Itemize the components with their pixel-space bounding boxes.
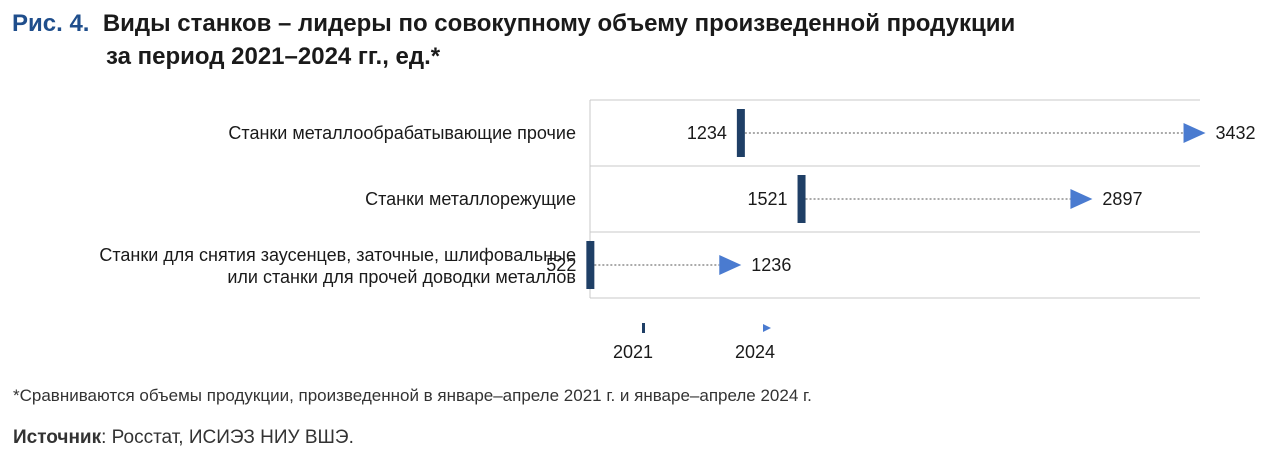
value-label-2024: 2897 bbox=[1102, 189, 1142, 209]
category-label: Станки для снятия заусенцев, заточные, ш… bbox=[99, 245, 576, 287]
marker-2021 bbox=[586, 241, 595, 289]
dumbbell-chart: Станки металлообрабатывающие прочие 1234 3… bbox=[99, 99, 1256, 362]
legend-label-2021: 2021 bbox=[613, 342, 653, 362]
marker-2021 bbox=[736, 109, 745, 157]
chart-title: Рис. 4. Виды станков – лидеры по совокуп… bbox=[12, 7, 1015, 73]
marker-2021 bbox=[797, 175, 806, 223]
legend-marker-2024 bbox=[763, 324, 771, 332]
marker-2024 bbox=[1183, 123, 1206, 143]
value-label-2021: 1521 bbox=[747, 189, 787, 209]
legend-label-2024: 2024 bbox=[735, 342, 775, 362]
category-label: Станки металлорежущие bbox=[365, 189, 576, 209]
marker-2024 bbox=[1070, 189, 1093, 209]
title-line-1: Виды станков – лидеры по совокупному объ… bbox=[102, 10, 1016, 37]
category-label: Станки металлообрабатывающие прочие bbox=[228, 123, 576, 143]
marker-2024 bbox=[719, 255, 742, 275]
value-label-2021: 1234 bbox=[687, 123, 727, 143]
legend-marker-2021 bbox=[642, 323, 645, 333]
source-label: Источник bbox=[13, 427, 102, 448]
value-label-2021: 522 bbox=[546, 255, 576, 275]
figure-label: Рис. 4. bbox=[12, 10, 90, 37]
source-note: Источник: Росстат, ИСИЭЗ НИУ ВШЭ. bbox=[13, 427, 354, 449]
footnote: *Сравниваются объемы продукции, произвед… bbox=[13, 386, 812, 405]
source-text: : Росстат, ИСИЭЗ НИУ ВШЭ. bbox=[101, 427, 354, 448]
title-line-2: за период 2021–2024 гг., ед.* bbox=[106, 43, 441, 70]
value-label-2024: 3432 bbox=[1216, 123, 1256, 143]
value-label-2024: 1236 bbox=[751, 255, 791, 275]
